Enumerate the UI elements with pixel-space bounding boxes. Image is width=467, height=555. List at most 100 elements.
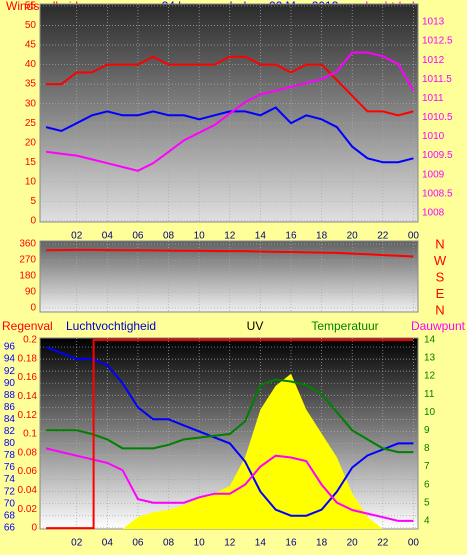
y-tick-label: 94 bbox=[4, 354, 16, 365]
y-tick-label: 25 bbox=[25, 118, 37, 129]
x-tick-label: 04 bbox=[102, 231, 114, 242]
y-tick-label: 35 bbox=[25, 79, 37, 90]
x-tick-label: 22 bbox=[377, 231, 389, 242]
y-tick-label: 0.02 bbox=[18, 504, 38, 515]
y-tick-label: 0 bbox=[30, 215, 36, 226]
y-tick-label: 360 bbox=[19, 239, 36, 250]
x-tick-label: 20 bbox=[347, 231, 359, 242]
y-tick-label: 76 bbox=[4, 462, 16, 473]
y-tick-label: 0.06 bbox=[18, 466, 38, 477]
y-tick-label: 1011 bbox=[422, 93, 444, 104]
y-tick-label: 0.18 bbox=[18, 353, 38, 364]
y-tick-label: 10 bbox=[424, 407, 436, 418]
y-tick-label: W bbox=[434, 253, 447, 268]
dewpoint-label: Dauwpunt bbox=[411, 319, 466, 333]
y-tick-label: 5 bbox=[424, 497, 430, 508]
y-tick-label: 0 bbox=[30, 303, 36, 314]
y-tick-label: 1012 bbox=[422, 55, 445, 66]
area bbox=[46, 373, 414, 529]
x-tick-label: 14 bbox=[255, 538, 267, 549]
y-tick-label: 55 bbox=[25, 1, 37, 12]
y-tick-label: 0.12 bbox=[18, 410, 38, 421]
x-tick-label: 02 bbox=[71, 538, 83, 549]
x-tick-label: 18 bbox=[316, 538, 328, 549]
y-tick-label: 82 bbox=[4, 426, 16, 437]
y-tick-label: 66 bbox=[4, 522, 16, 533]
x-tick-label: 22 bbox=[377, 538, 389, 549]
line bbox=[46, 378, 414, 454]
y-tick-label: 0.1 bbox=[23, 429, 37, 440]
ylabel: Luchtvochtigheid bbox=[66, 319, 156, 333]
x-tick-label: 00 bbox=[408, 231, 420, 242]
y-tick-label: 12 bbox=[424, 371, 436, 382]
x-tick-label: 16 bbox=[285, 538, 297, 549]
x-tick-label: 08 bbox=[163, 231, 175, 242]
y-tick-label: 8 bbox=[424, 443, 430, 454]
y-tick-label: 9 bbox=[424, 425, 430, 436]
uv-label: UV bbox=[247, 319, 264, 333]
y-tick-label: 4 bbox=[424, 515, 430, 526]
y-tick-label: 0.04 bbox=[18, 485, 38, 496]
y-tick-label: 0.2 bbox=[23, 335, 37, 346]
y-tick-label: 1010.5 bbox=[422, 112, 453, 123]
y-tick-label: 0.16 bbox=[18, 372, 38, 383]
line bbox=[45, 51, 415, 172]
y-tick-label: 88 bbox=[4, 390, 16, 401]
y-tick-label: 13 bbox=[424, 353, 436, 364]
x-tick-label: 06 bbox=[132, 538, 144, 549]
y-tick-label: 1012.5 bbox=[422, 36, 453, 47]
y-tick-label: 1010 bbox=[422, 131, 445, 142]
y-tick-label: 0.14 bbox=[18, 391, 38, 402]
x-tick-label: 04 bbox=[102, 538, 114, 549]
y-tick-label: 0.08 bbox=[18, 447, 38, 458]
y-tick-label: 1009 bbox=[422, 169, 445, 180]
y-tick-label: 180 bbox=[19, 271, 36, 282]
y-tick-label: 5 bbox=[30, 196, 36, 207]
y-tick-label: 6 bbox=[424, 479, 430, 490]
y-tick-label: 1011.5 bbox=[422, 74, 452, 85]
y-tick-label: 50 bbox=[25, 20, 37, 31]
y-tick-label: 10 bbox=[25, 176, 37, 187]
line bbox=[46, 338, 414, 530]
line bbox=[46, 55, 414, 117]
y3label: Regenval bbox=[2, 319, 53, 333]
x-tick-label: 12 bbox=[224, 538, 236, 549]
y-tick-label: 11 bbox=[424, 389, 435, 400]
y-tick-label: 20 bbox=[25, 137, 37, 148]
y-tick-label: S bbox=[436, 269, 445, 284]
y-tick-label: 14 bbox=[424, 334, 436, 345]
line bbox=[46, 248, 414, 258]
line bbox=[45, 346, 414, 517]
y2label: Temperatuur bbox=[311, 319, 378, 333]
line bbox=[45, 447, 414, 522]
y-tick-label: 70 bbox=[4, 498, 16, 509]
y-tick-label: 270 bbox=[19, 255, 36, 266]
x-tick-label: 18 bbox=[316, 231, 328, 242]
x-tick-label: 08 bbox=[163, 538, 175, 549]
y-tick-label: 1008 bbox=[422, 207, 445, 218]
line bbox=[45, 106, 414, 164]
y-tick-label: 84 bbox=[4, 414, 16, 425]
y-tick-label: 96 bbox=[4, 342, 16, 353]
y-tick-label: 80 bbox=[4, 438, 16, 449]
y-tick-label: 45 bbox=[25, 40, 37, 51]
y-tick-label: 90 bbox=[4, 378, 16, 389]
x-tick-label: 10 bbox=[194, 231, 206, 242]
y-tick-label: 1008.5 bbox=[422, 188, 453, 199]
y-tick-label: 92 bbox=[4, 366, 16, 377]
y-tick-label: 90 bbox=[25, 287, 37, 298]
y-tick-label: 68 bbox=[4, 510, 16, 521]
x-tick-label: 14 bbox=[255, 231, 267, 242]
x-tick-label: 20 bbox=[347, 538, 359, 549]
y-tick-label: 1009.5 bbox=[422, 150, 453, 161]
y-tick-label: 15 bbox=[25, 157, 37, 168]
y-tick-label: 0 bbox=[31, 523, 37, 534]
x-tick-label: 10 bbox=[194, 538, 206, 549]
x-tick-label: 02 bbox=[71, 231, 83, 242]
x-tick-label: 16 bbox=[285, 231, 297, 242]
x-tick-label: 12 bbox=[224, 231, 236, 242]
y-tick-label: 1013 bbox=[422, 17, 445, 28]
x-tick-label: 06 bbox=[132, 231, 144, 242]
y-tick-label: E bbox=[436, 286, 445, 301]
